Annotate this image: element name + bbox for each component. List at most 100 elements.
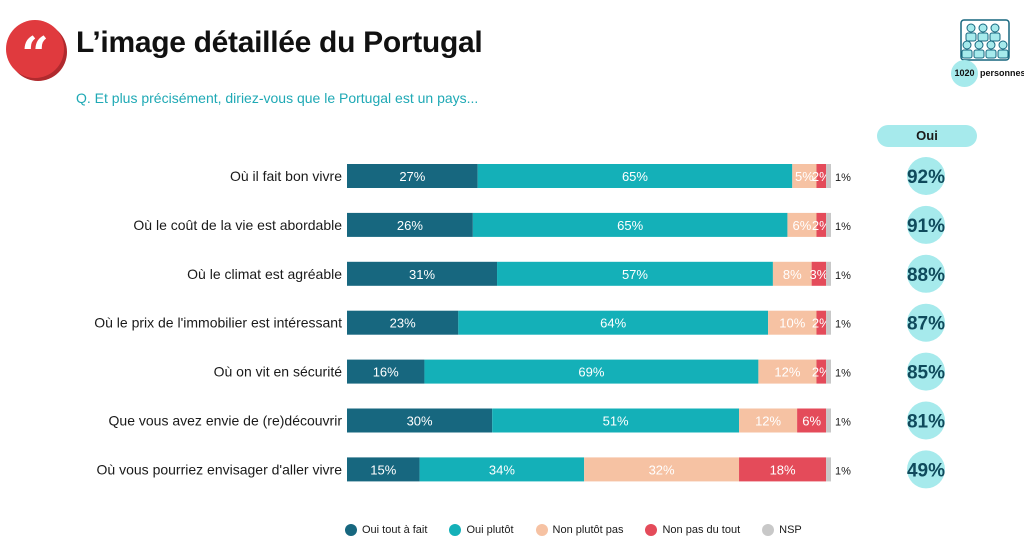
oui-total-label: 91% [907, 216, 945, 237]
bar-segment [472, 212, 788, 237]
data-label: 1% [835, 368, 851, 380]
bar-segment [816, 212, 827, 237]
bar-segment [826, 164, 831, 188]
category-label: Où il fait bon vivre [230, 168, 342, 184]
bar-segment [768, 310, 817, 335]
bar-segment [772, 261, 812, 286]
data-label: 5% [795, 169, 814, 184]
data-label: 31% [409, 267, 435, 282]
legend-item: Non pas du tout [645, 524, 740, 536]
bar-segment [477, 164, 793, 188]
bar-segment [497, 261, 773, 286]
oui-total-circle [907, 205, 945, 244]
sample-count-label: personnes [980, 68, 1024, 78]
bar-segment [797, 408, 827, 433]
data-label: 65% [617, 218, 643, 233]
oui-total-label: 88% [907, 265, 945, 286]
bar-segment [816, 164, 827, 188]
bar-segment [347, 408, 493, 433]
bar-segment [811, 261, 827, 286]
oui-total-circle [907, 352, 945, 391]
data-label: 27% [399, 169, 425, 184]
data-label: 1% [835, 417, 851, 429]
legend-label: NSP [779, 524, 802, 536]
bar-segment [347, 261, 498, 286]
question-subtitle: Q. Et plus précisément, diriez-vous que … [76, 90, 479, 106]
data-label: 12% [755, 414, 781, 429]
legend-swatch [535, 524, 548, 536]
data-label: 16% [373, 365, 399, 380]
bar-segment [492, 408, 740, 433]
category-label: Où le prix de l'immobilier est intéressa… [94, 315, 342, 331]
bar-segment [739, 457, 827, 482]
data-label: 6% [802, 414, 821, 429]
bar-segment [826, 408, 831, 433]
legend-item: Non plutôt pas [535, 524, 624, 536]
data-label: 1% [835, 172, 851, 184]
data-label: 1% [835, 221, 851, 233]
category-label: Que vous avez envie de (re)découvrir [109, 413, 343, 429]
bar-segment [816, 359, 827, 384]
data-label: 15% [370, 462, 396, 477]
legend-label: Oui plutôt [466, 524, 514, 536]
bar-segment [826, 261, 831, 286]
page-title: L’image détaillée du Portugal [76, 26, 483, 59]
bar-segment [787, 212, 817, 237]
legend-item: NSP [762, 524, 802, 536]
data-label: 23% [390, 316, 416, 331]
bar-segment [826, 310, 831, 335]
legend-label: Oui tout à fait [362, 524, 428, 536]
bar-segment [347, 212, 473, 237]
oui-column-header: Oui [877, 125, 977, 147]
people-group-icon [960, 19, 1010, 61]
bar-segment [826, 359, 831, 384]
data-label: 51% [603, 414, 629, 429]
data-label: 6% [793, 218, 812, 233]
oui-total-label: 85% [907, 363, 945, 384]
data-label: 8% [783, 267, 802, 282]
oui-total-circle [907, 303, 945, 342]
data-label: 26% [397, 218, 423, 233]
oui-total-circle [907, 254, 945, 293]
sample-count-badge: 1020 [951, 60, 978, 87]
data-label: 69% [578, 365, 604, 380]
bar-segment [816, 310, 827, 335]
data-label: 65% [622, 169, 648, 184]
oui-total-label: 92% [907, 167, 945, 188]
bar-segment [458, 310, 769, 335]
quote-logo-icon: “ [6, 20, 64, 83]
oui-total-label: 81% [907, 412, 945, 433]
oui-total-circle [907, 401, 945, 440]
oui-total-label: 87% [907, 314, 945, 335]
oui-total-circle [907, 157, 945, 195]
data-label: 34% [489, 462, 515, 477]
legend-swatch [645, 524, 658, 536]
data-label: 3% [810, 267, 829, 282]
data-label: 57% [622, 267, 648, 282]
bar-segment [347, 164, 478, 188]
category-label: Où on vit en sécurité [214, 364, 343, 380]
category-label: Où vous pourriez envisager d'aller vivre [97, 461, 343, 477]
oui-total-circle [907, 450, 945, 489]
data-label: 1% [835, 465, 851, 477]
bar-segment [419, 457, 585, 482]
chart-legend: Oui tout à fait Oui plutôt Non plutôt pa… [345, 522, 824, 538]
legend-swatch [345, 524, 357, 536]
category-label: Où le coût de la vie est abordable [133, 217, 342, 233]
bar-segment [347, 359, 425, 384]
bar-segment [826, 212, 831, 237]
data-label: 1% [835, 270, 851, 282]
bar-segment [424, 359, 759, 384]
bar-segment [347, 457, 420, 482]
data-label: 30% [407, 414, 433, 429]
legend-label: Non pas du tout [662, 524, 741, 536]
legend-swatch [762, 524, 775, 536]
bar-segment [347, 310, 459, 335]
legend-swatch [449, 524, 462, 536]
bar-segment [792, 164, 817, 188]
legend-label: Non plutôt pas [552, 524, 624, 536]
bar-segment [758, 359, 817, 384]
bar-segment [826, 457, 831, 482]
oui-total-label: 49% [907, 460, 945, 481]
